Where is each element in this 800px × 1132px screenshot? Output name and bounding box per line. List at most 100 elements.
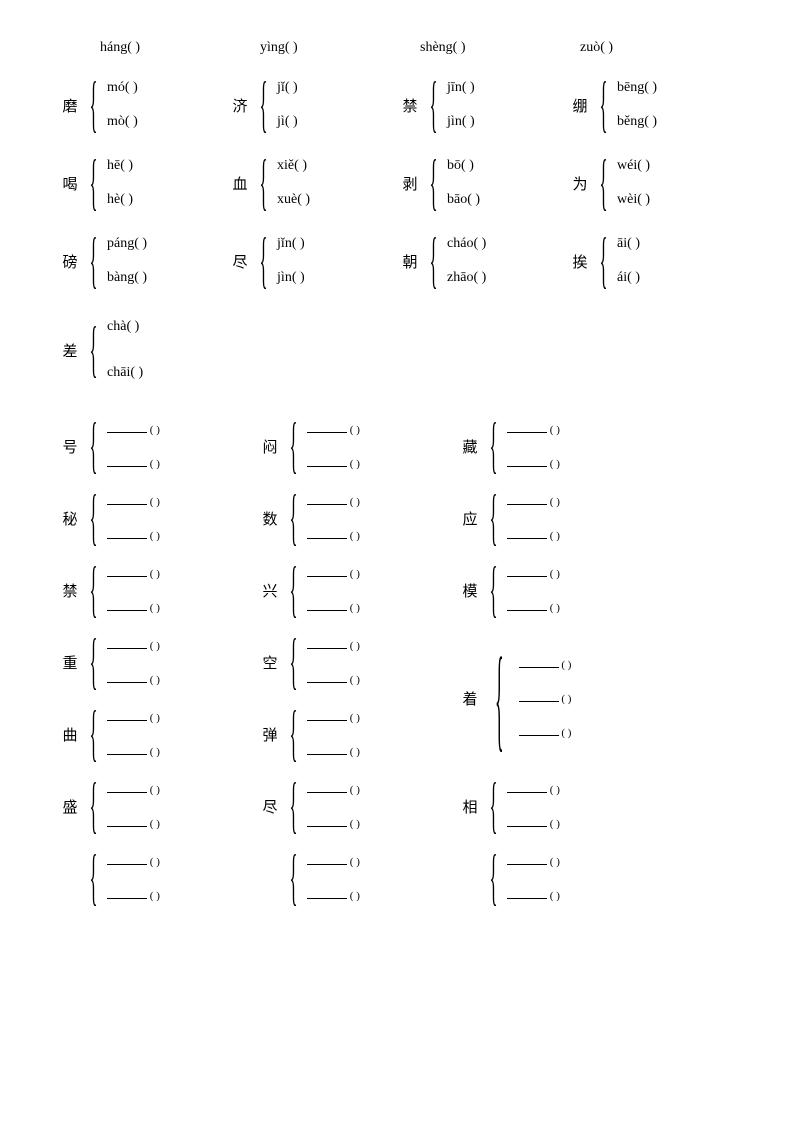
reading-blank: ( ) [507,526,560,544]
hanzi-label: 济 [230,95,250,116]
reading-blank: ( ) [519,655,572,673]
blank-line [519,723,559,736]
blank-line [107,670,147,683]
hanzi-label: 秘 [60,508,80,529]
group-blank: 着{ ( ) ( ) ( ) [460,626,660,770]
paren: ( ) [347,530,360,542]
brace-icon: { [89,847,97,909]
reading-blank: ( ) [507,420,560,438]
blank-line [107,636,147,649]
group: 济{jǐ( )jì( ) [230,66,400,144]
brace-icon: { [289,631,297,693]
group: 禁{jīn( )jìn( ) [400,66,570,144]
reading: jǐn( ) [277,236,305,252]
brace-icon: { [259,152,267,214]
paren: ( ) [547,458,560,470]
blank-line [107,526,147,539]
reading: bāo( ) [447,192,480,208]
blank-line [507,598,547,611]
reading-blank: ( ) [507,454,560,472]
blank-line [507,814,547,827]
blank-line [307,420,347,433]
hanzi-label: 禁 [60,580,80,601]
group-blank: 兴{ ( ) ( ) [260,554,460,626]
reading-blank: ( ) [507,886,560,904]
reading-blank: ( ) [107,598,160,616]
brace-icon: { [429,230,437,292]
group-blank: 盛{ ( ) ( ) [60,770,260,842]
brace-icon: { [289,847,297,909]
reading: jìn( ) [277,270,305,286]
brace-icon: { [89,631,97,693]
reading-blank: ( ) [107,886,160,904]
paren: ( ) [559,693,572,705]
top-item: shèng( ) [420,40,580,56]
paren: ( ) [547,890,560,902]
paren: ( ) [147,746,160,758]
reading-blank: ( ) [307,886,360,904]
blank-line [307,636,347,649]
paren: ( ) [547,530,560,542]
blank-line [107,886,147,899]
brace-icon: { [489,415,497,477]
paren: ( ) [547,568,560,580]
reading: āi( ) [617,236,640,252]
reading: běng( ) [617,114,657,130]
paren: ( ) [147,640,160,652]
hanzi-label: 朝 [400,251,420,272]
reading-blank: ( ) [107,564,160,582]
paren: ( ) [147,674,160,686]
blank-line [307,454,347,467]
brace-icon: { [289,487,297,549]
brace-icon: { [489,775,497,837]
brace-icon: { [599,74,607,136]
group-blank: 号{ ( ) ( ) [60,410,260,482]
paren: ( ) [347,890,360,902]
reading: xuè( ) [277,192,310,208]
brace-icon: { [89,74,97,136]
blank-line [507,564,547,577]
blank-line [307,814,347,827]
brace-icon: { [89,487,97,549]
blank-line [307,852,347,865]
paren: ( ) [547,856,560,868]
reading: bēng( ) [617,80,657,96]
reading: hē( ) [107,158,133,174]
hanzi-label: 数 [260,508,280,529]
hanzi-label: 差 [60,340,80,361]
hanzi-label: 绷 [570,95,590,116]
brace-icon: { [89,152,97,214]
reading-blank: ( ) [307,814,360,832]
group-blank: { ( ) ( ) [260,842,460,914]
reading: xiě( ) [277,158,310,174]
group-blank: 曲{ ( ) ( ) [60,698,260,770]
group: 磨{mó( )mò( ) [60,66,230,144]
group-blank: 相{ ( ) ( ) [460,770,660,842]
paren: ( ) [347,674,360,686]
hanzi-label: 剥 [400,173,420,194]
reading-blank: ( ) [507,814,560,832]
paren: ( ) [347,568,360,580]
brace-icon: { [289,415,297,477]
blank-line [307,526,347,539]
reading: jì( ) [277,114,298,130]
hanzi-label: 曲 [60,724,80,745]
hanzi-label: 藏 [460,436,480,457]
group: 挨{āi( )ái( ) [570,222,740,300]
reading-blank: ( ) [307,454,360,472]
hanzi-label: 着 [460,688,480,709]
paren: ( ) [147,890,160,902]
brace-icon: { [489,847,497,909]
reading-blank: ( ) [107,742,160,760]
brace-icon: { [289,775,297,837]
brace-icon: { [89,230,97,292]
hanzi-label: 磨 [60,95,80,116]
section-pinyin-groups: 磨{mó( )mò( )济{jǐ( )jì( )禁{jīn( )jìn( )绷{… [60,66,740,300]
group-blank: 闷{ ( ) ( ) [260,410,460,482]
paren: ( ) [547,602,560,614]
paren: ( ) [347,818,360,830]
hanzi-label: 喝 [60,173,80,194]
brace-icon: { [599,230,607,292]
reading-blank: ( ) [107,670,160,688]
blank-line [507,454,547,467]
